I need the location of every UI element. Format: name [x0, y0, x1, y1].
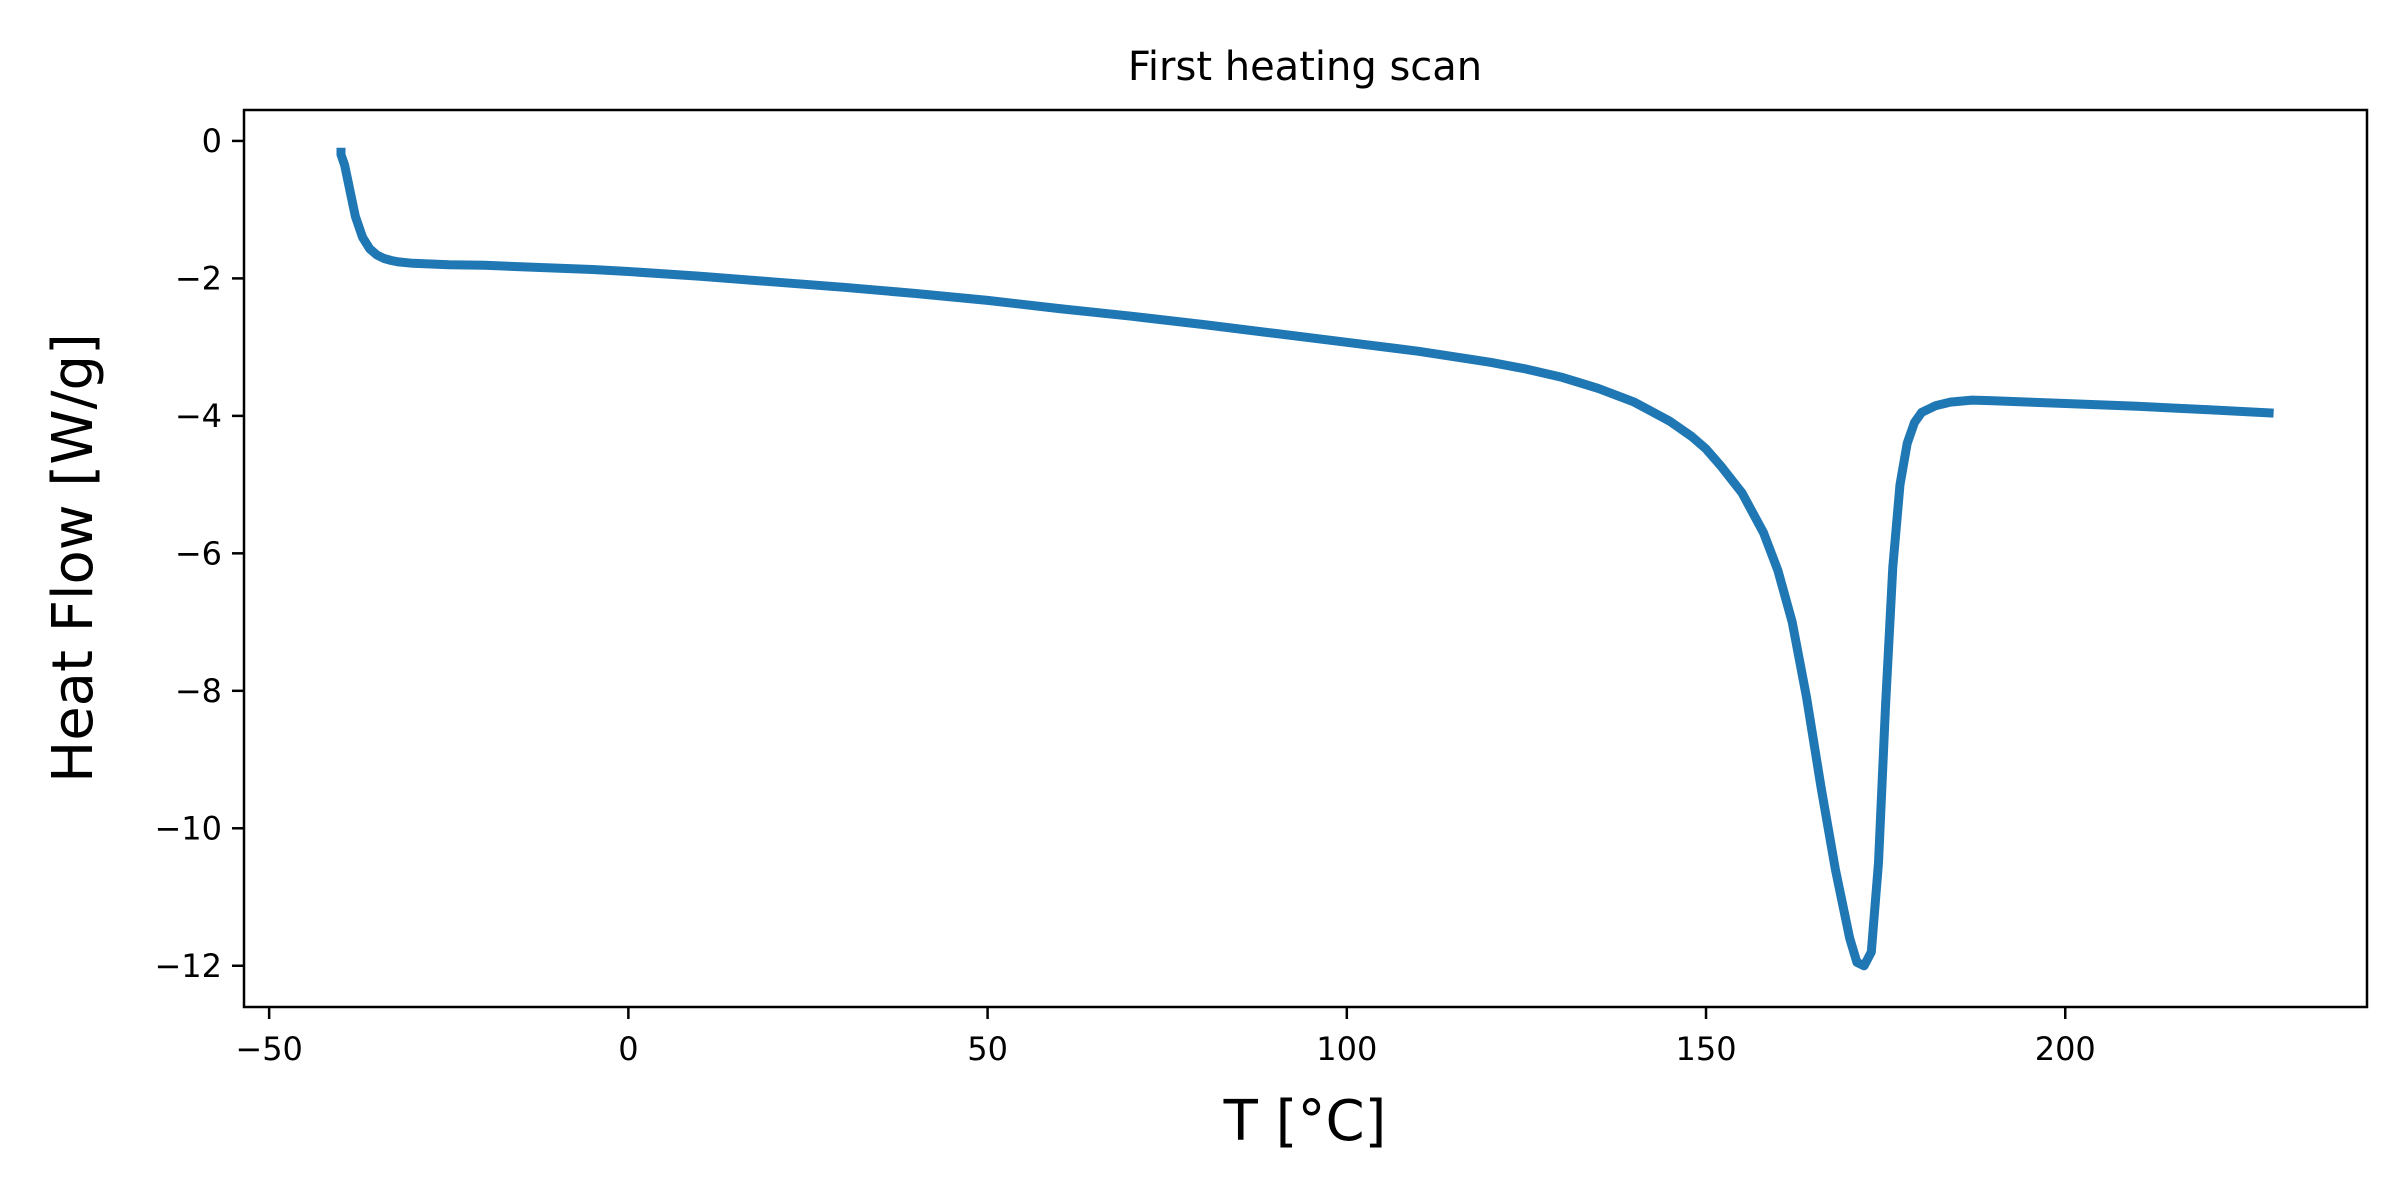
- y-tick-label: −10: [154, 809, 222, 847]
- chart-title: First heating scan: [1128, 44, 1482, 90]
- y-tick-label: −4: [175, 397, 222, 435]
- y-tick-label: −8: [175, 672, 222, 710]
- series-line-0: [336, 147, 2274, 971]
- x-axis-title: T [°C]: [1223, 1089, 1387, 1154]
- y-tick-label: −2: [175, 259, 222, 297]
- y-tick-label: −6: [175, 534, 222, 572]
- x-tick-label: −50: [235, 1030, 303, 1068]
- x-tick-label: 200: [2035, 1030, 2096, 1068]
- x-tick-label: 100: [1316, 1030, 1377, 1068]
- plot-area: −50 0 50 100 150 200 0 −2 −4 −6 −8 −10 −12: [154, 108, 2369, 1068]
- y-axis-title: Heat Flow [W/g]: [41, 333, 106, 783]
- x-tick-label: 150: [1675, 1030, 1736, 1068]
- axes-frame: [242, 108, 2369, 1009]
- y-tick-label: 0: [202, 122, 222, 160]
- y-tick-label: −12: [154, 947, 222, 985]
- x-tick-label: 50: [967, 1030, 1008, 1068]
- x-tick-label: 0: [618, 1030, 638, 1068]
